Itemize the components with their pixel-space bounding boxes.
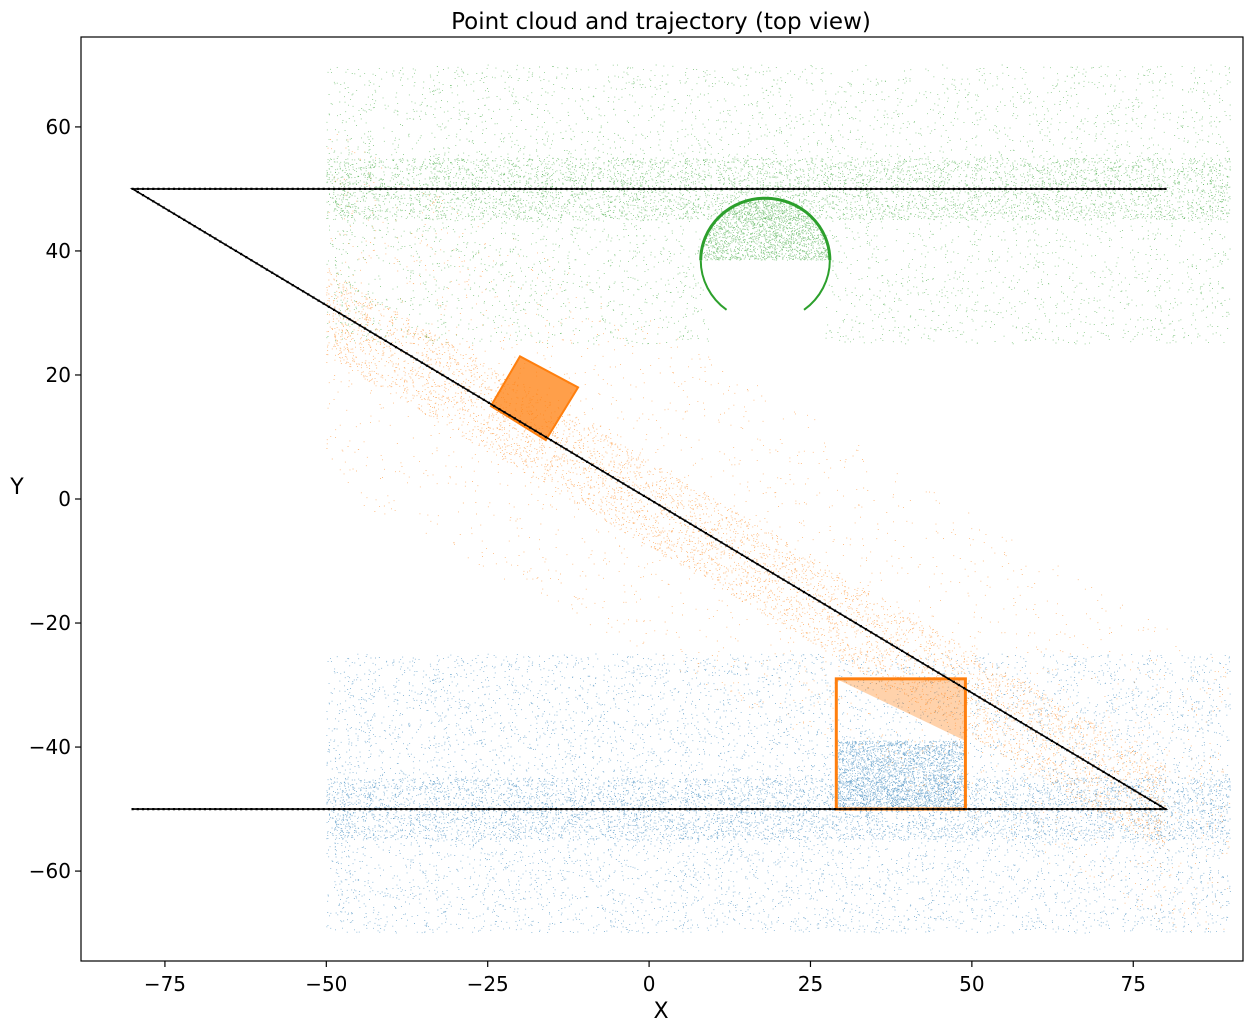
y-tick-label: 0: [58, 487, 71, 511]
chart-title: Point cloud and trajectory (top view): [451, 9, 871, 35]
plot-area: [129, 64, 1231, 934]
circle-object-lower-right: [803, 260, 831, 311]
x-axis: −75 −50 −25 0 25 50 75: [144, 961, 1146, 996]
x-tick-label: −25: [467, 972, 509, 996]
y-tick-label: −20: [29, 611, 71, 635]
rotated-square-object: [489, 355, 580, 442]
y-axis: −60 −40 −20 0 20 40 60: [29, 115, 81, 883]
circle-object: [699, 196, 832, 261]
x-tick-label: −75: [144, 972, 186, 996]
scatter-points: [700, 197, 831, 261]
x-tick-label: 75: [1121, 972, 1146, 996]
objects: [489, 196, 967, 811]
scatter-points: [326, 134, 1231, 932]
x-tick-label: 0: [643, 972, 656, 996]
y-tick-label: 40: [46, 239, 71, 263]
scatter-points: [326, 64, 1231, 345]
trajectory: [129, 187, 1169, 811]
y-tick-label: −60: [29, 859, 71, 883]
green-point-cloud: [326, 64, 1231, 345]
circle-object-lower-left: [699, 260, 728, 311]
orange-square-fill: [836, 678, 966, 741]
y-tick-label: 20: [46, 363, 71, 387]
scatter-points: [326, 653, 1231, 934]
y-axis-label: Y: [9, 475, 24, 500]
scatter-points: [326, 272, 1167, 849]
blue-point-cloud: [326, 653, 1231, 934]
scatter-points: [326, 777, 1231, 841]
y-tick-label: 60: [46, 115, 71, 139]
y-tick-label: −40: [29, 735, 71, 759]
x-tick-label: 50: [959, 972, 984, 996]
x-axis-label: X: [653, 999, 668, 1024]
x-tick-label: −50: [305, 972, 347, 996]
x-tick-label: 25: [798, 972, 823, 996]
trajectory-markers: [131, 187, 1167, 811]
orange-point-cloud: [326, 134, 1231, 932]
